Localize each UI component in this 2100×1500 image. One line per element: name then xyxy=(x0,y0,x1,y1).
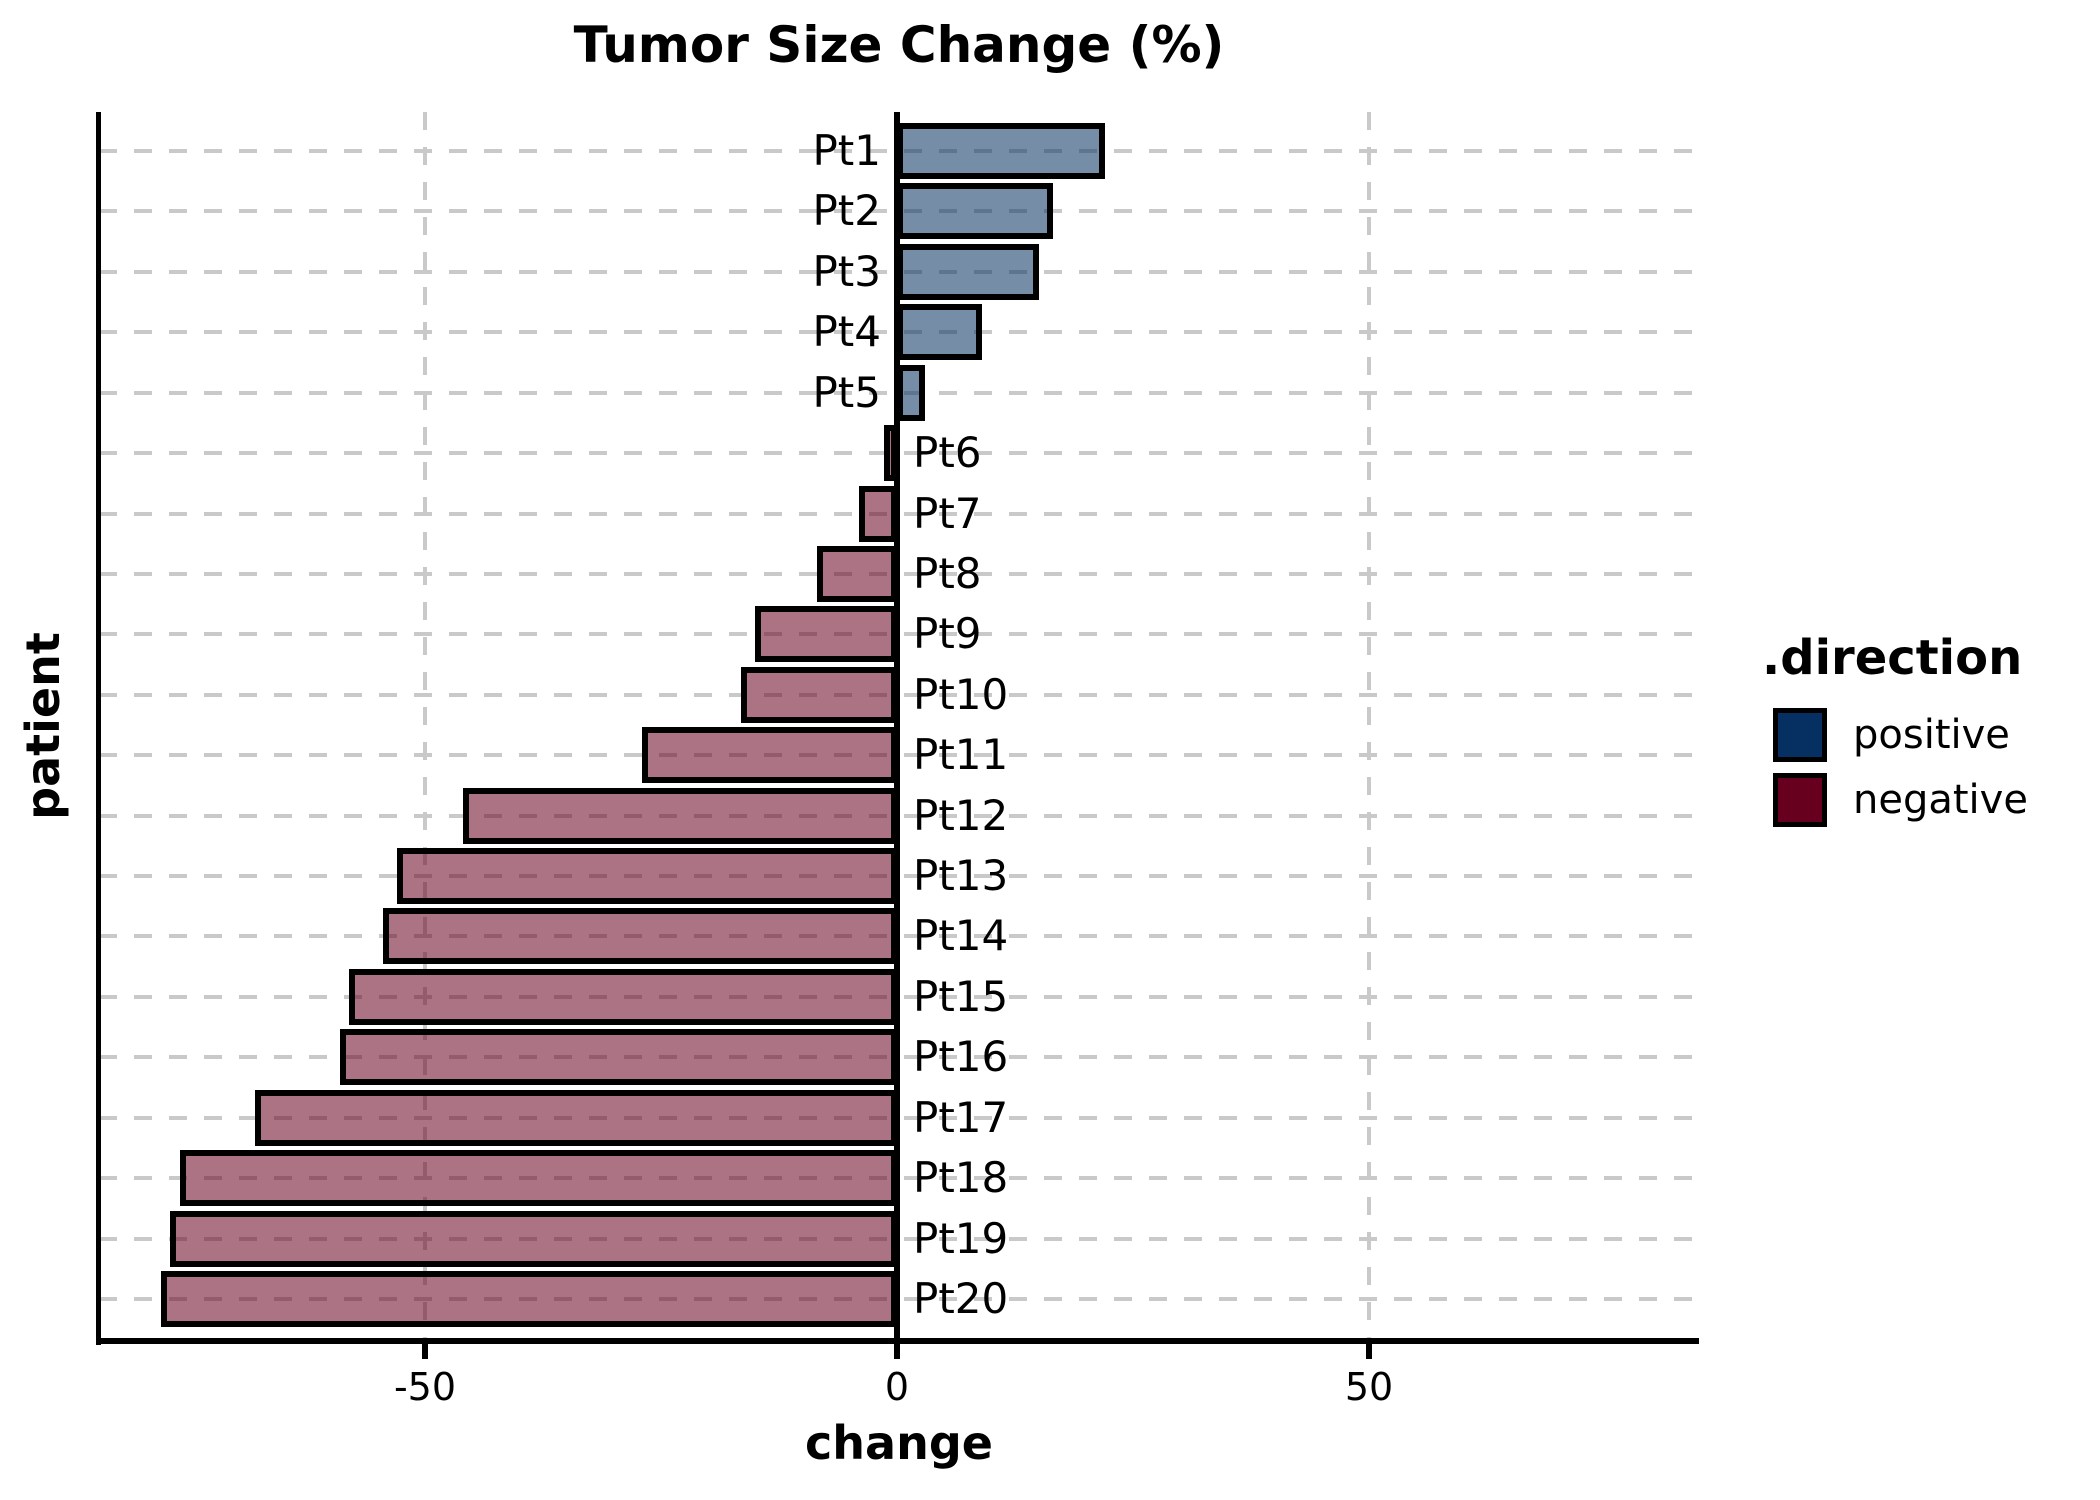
patient-label-Pt18: Pt18 xyxy=(913,1153,1009,1203)
bar-Pt4 xyxy=(897,304,982,361)
x-tick-0 xyxy=(894,1344,900,1359)
bar-Pt14 xyxy=(382,908,897,965)
bar-Pt12 xyxy=(462,787,897,844)
x-tick-label-50: 50 xyxy=(1344,1365,1394,1409)
x-axis-line xyxy=(96,1338,1699,1344)
y-axis-line xyxy=(96,112,101,1345)
patient-label-Pt3: Pt3 xyxy=(812,246,881,296)
legend-items: positive negative xyxy=(1762,708,2028,827)
bar-Pt16 xyxy=(340,1029,897,1086)
bar-Pt13 xyxy=(396,848,897,905)
bar-Pt7 xyxy=(859,485,897,542)
bar-Pt1 xyxy=(897,123,1105,179)
bar-Pt20 xyxy=(160,1270,897,1327)
patient-label-Pt11: Pt11 xyxy=(913,730,1009,780)
bar-Pt9 xyxy=(755,606,897,663)
x-tick-label--50: -50 xyxy=(393,1365,457,1409)
bar-Pt2 xyxy=(897,183,1053,240)
patient-label-Pt5: Pt5 xyxy=(812,367,881,417)
bar-Pt11 xyxy=(642,727,897,784)
patient-label-Pt1: Pt1 xyxy=(812,126,881,175)
bar-Pt5 xyxy=(897,364,926,421)
bar-Pt8 xyxy=(816,545,897,602)
patient-label-Pt14: Pt14 xyxy=(913,911,1009,961)
bar-Pt19 xyxy=(170,1210,897,1267)
legend-label-positive: positive xyxy=(1853,712,2010,758)
legend: .direction positive negative xyxy=(1762,630,2028,827)
patient-label-Pt13: Pt13 xyxy=(913,851,1009,901)
x-tick-50 xyxy=(1366,1344,1372,1359)
patient-label-Pt6: Pt6 xyxy=(913,428,982,478)
legend-item-positive: positive xyxy=(1773,708,2028,762)
zero-line xyxy=(894,112,900,1341)
gridline-v-50 xyxy=(1367,112,1371,1341)
y-axis-title: patient xyxy=(16,632,70,820)
bar-Pt15 xyxy=(349,968,897,1025)
patient-label-Pt10: Pt10 xyxy=(913,669,1009,719)
patient-label-Pt15: Pt15 xyxy=(913,971,1009,1021)
legend-title: .direction xyxy=(1762,630,2023,686)
patient-label-Pt19: Pt19 xyxy=(913,1213,1009,1263)
patient-label-Pt20: Pt20 xyxy=(913,1273,1009,1323)
legend-swatch-negative xyxy=(1773,773,1827,827)
legend-label-negative: negative xyxy=(1853,777,2028,823)
patient-label-Pt2: Pt2 xyxy=(812,186,881,236)
bar-Pt3 xyxy=(897,243,1039,300)
patient-label-Pt17: Pt17 xyxy=(913,1092,1009,1142)
bar-Pt17 xyxy=(255,1089,897,1146)
patient-label-Pt7: Pt7 xyxy=(913,488,982,538)
patient-label-Pt8: Pt8 xyxy=(913,548,982,598)
gridline-v--50 xyxy=(423,112,427,1341)
patient-label-Pt9: Pt9 xyxy=(913,609,982,659)
legend-swatch-positive xyxy=(1773,708,1827,762)
bar-Pt18 xyxy=(179,1150,897,1207)
patient-label-Pt4: Pt4 xyxy=(812,307,881,357)
x-tick-label-0: 0 xyxy=(884,1365,910,1409)
x-tick--50 xyxy=(422,1344,428,1359)
legend-item-negative: negative xyxy=(1773,773,2028,827)
bar-Pt6 xyxy=(884,425,897,482)
bar-Pt10 xyxy=(741,666,897,723)
chart-title: Tumor Size Change (%) xyxy=(573,16,1225,74)
patient-label-Pt12: Pt12 xyxy=(913,790,1009,840)
patient-label-Pt16: Pt16 xyxy=(913,1032,1009,1082)
x-axis-title: change xyxy=(805,1416,993,1470)
